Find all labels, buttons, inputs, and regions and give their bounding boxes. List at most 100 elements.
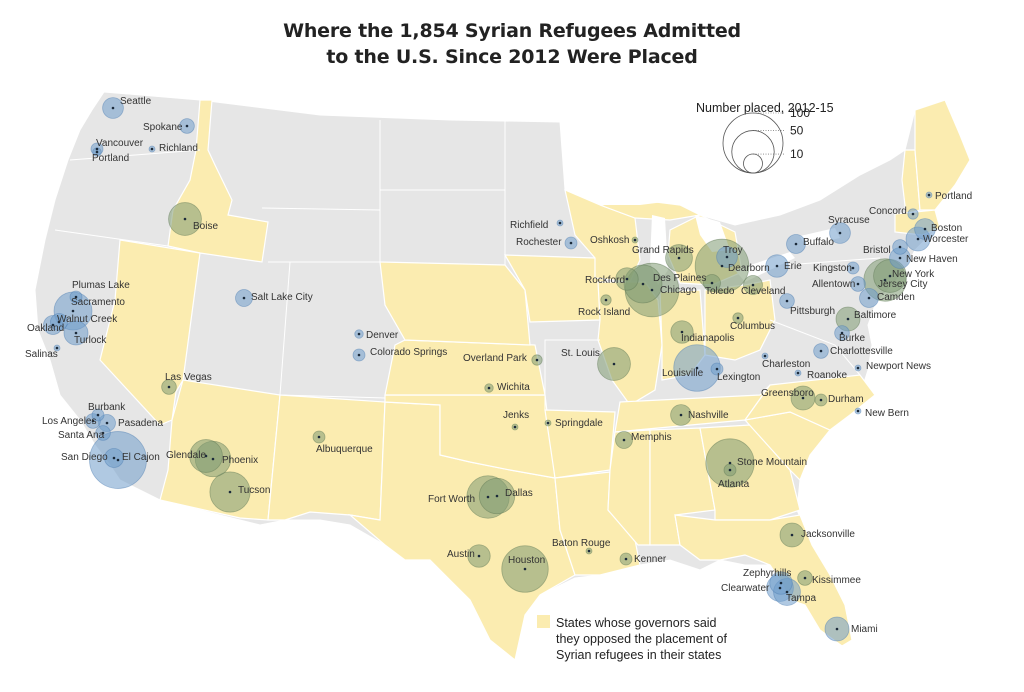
size-legend: Number placed, 2012-15 100 50 10 [696,101,834,174]
dot-charlottesville [819,349,823,353]
label-des-plaines: Des Plaines [653,273,706,284]
label-salinas: Salinas [25,349,58,360]
dot-erie [775,264,779,268]
dot-dallas [495,494,499,498]
dot-tucson [228,490,232,494]
note-line-2: they opposed the placement of [556,632,727,646]
dot-kingston [851,266,855,270]
dot-allentown [856,282,860,286]
label-concord: Concord [869,206,907,217]
label-plumas-lake: Plumas Lake [72,280,130,291]
dot-troy [725,255,729,259]
dot-toledo [710,281,714,285]
dot-baton-rouge [587,549,591,553]
label-burke: Burke [839,333,866,344]
label-burbank: Burbank [88,402,126,413]
dot-rochester [569,241,573,245]
title-line-2: to the U.S. Since 2012 Were Placed [326,46,698,68]
label-houston: Houston [508,555,545,566]
dot-salt-lake-city [242,296,246,300]
city-labels: Seattle Spokane Vancouver Portland Richland B… [25,96,972,635]
dot-jenks [513,425,517,429]
dot-concord [911,212,915,216]
dot-atlanta [728,468,732,472]
note-line-1: States whose governors said [556,616,717,630]
label-richfield: Richfield [510,220,548,231]
dot-kissimmee [803,576,807,580]
legend-circle-10 [743,153,763,174]
dot-burbank [96,413,100,417]
label-pasadena: Pasadena [118,418,163,429]
border-ut-co [279,261,291,396]
state-new-mexico [267,394,386,521]
dot-portland [927,193,931,197]
dot-roanoke [796,371,800,375]
label-lexington: Lexington [717,372,760,383]
dot-newport-news [856,366,860,370]
label-rockford: Rockford [585,275,625,286]
label-santa-ana: Santa Ana [58,430,105,441]
label-glendale: Glendale [166,450,206,461]
dot-oshkosh [633,238,637,242]
dot-walnut-creek [57,320,61,324]
label-los-angeles: Los Angeles [42,416,97,427]
dot-worcester [916,237,920,241]
opposed-states-layer [99,99,971,662]
dot-louisville [695,366,699,370]
dot-richland [150,147,154,151]
label-louisville: Louisville [662,368,704,379]
chart-title: Where the 1,854 Syrian Refugees Admitted… [0,18,1024,70]
dot-jacksonville [790,533,794,537]
dot-richfield [558,221,562,225]
border-wa-or [69,149,201,161]
label-dallas: Dallas [505,488,533,499]
label-durham: Durham [828,394,864,405]
label-erie: Erie [784,261,802,272]
label-spokane: Spokane [143,122,183,133]
dot-indianapolis [680,330,684,334]
dot-jersey-city [883,278,887,282]
label-grand-rapids: Grand Rapids [632,245,694,256]
dot-portland [95,150,99,154]
opposed-states-note: States whose governors said they opposed… [537,615,727,662]
dot-new-bern [856,409,860,413]
label-atlanta: Atlanta [718,479,750,490]
dot-dearborn [720,264,724,268]
label-oakland: Oakland [27,323,64,334]
dot-boise [183,217,187,221]
label-zephyrhills: Zephyrhills [743,568,791,579]
dot-austin [477,554,481,558]
dot-santa-ana [101,431,105,435]
label-sacramento: Sacramento [71,297,125,308]
dot-sacramento [71,309,75,313]
label-oshkosh: Oshkosh [590,235,629,246]
legend-circle-100 [722,112,784,174]
dot-salinas [55,346,59,350]
dot-chicago [650,288,654,292]
legend-label-50: 50 [790,124,804,138]
label-walnut-creek: Walnut Creek [57,314,118,325]
legend-title: Number placed, 2012-15 [696,101,834,115]
border-mt-wy [261,207,381,211]
dot-houston [523,567,527,571]
dot-camden [867,296,871,300]
dot-pittsburgh [785,299,789,303]
label-syracuse: Syracuse [828,215,870,226]
dot-el-cajon [116,458,120,462]
label-las-vegas: Las Vegas [165,372,212,383]
dot-burke [840,331,844,335]
dot-vancouver [95,147,99,151]
label-clearwater: Clearwater [721,583,770,594]
state-borders [54,120,881,410]
label-colorado-springs: Colorado Springs [370,347,447,358]
label-portland: Portland [92,153,129,164]
dot-st-louis [612,362,616,366]
label-albuquerque: Albuquerque [316,444,373,455]
label-austin: Austin [447,549,475,560]
lake-superior [585,188,680,205]
dot-phoenix [211,457,215,461]
label-boston: Boston [931,223,962,234]
label-new-haven: New Haven [906,254,958,265]
label-st-louis: St. Louis [561,348,600,359]
dot-glendale [204,454,208,458]
